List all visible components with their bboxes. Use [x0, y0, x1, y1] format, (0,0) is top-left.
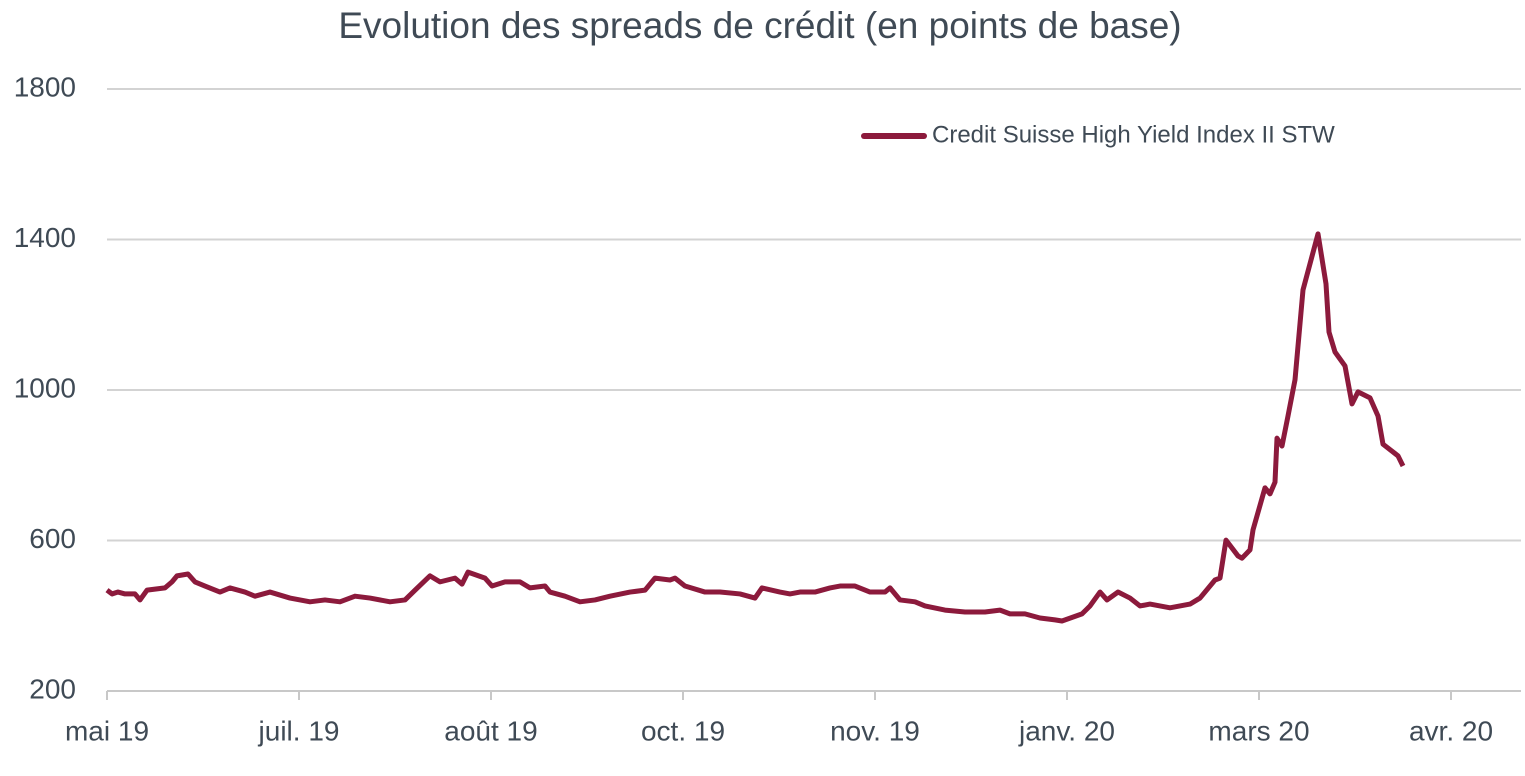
x-tick-label: janv. 20	[1018, 715, 1115, 746]
x-tick-label: nov. 19	[830, 715, 920, 746]
x-tick-label: mai 19	[65, 715, 149, 746]
x-tick-label: oct. 19	[641, 715, 725, 746]
y-tick-label: 200	[29, 673, 76, 704]
x-tick-label: août 19	[444, 715, 537, 746]
x-tick-label: juil. 19	[258, 715, 340, 746]
x-tick-label: avr. 20	[1409, 715, 1493, 746]
series-line	[105, 231, 1406, 624]
y-tick-label: 1800	[14, 71, 76, 102]
legend-label: Credit Suisse High Yield Index II STW	[932, 121, 1335, 148]
y-tick-label: 1400	[14, 222, 76, 253]
y-tick-label: 600	[29, 523, 76, 554]
y-tick-label: 1000	[14, 372, 76, 403]
x-tick-label: mars 20	[1208, 715, 1309, 746]
chart-title: Evolution des spreads de crédit (en poin…	[338, 5, 1181, 46]
